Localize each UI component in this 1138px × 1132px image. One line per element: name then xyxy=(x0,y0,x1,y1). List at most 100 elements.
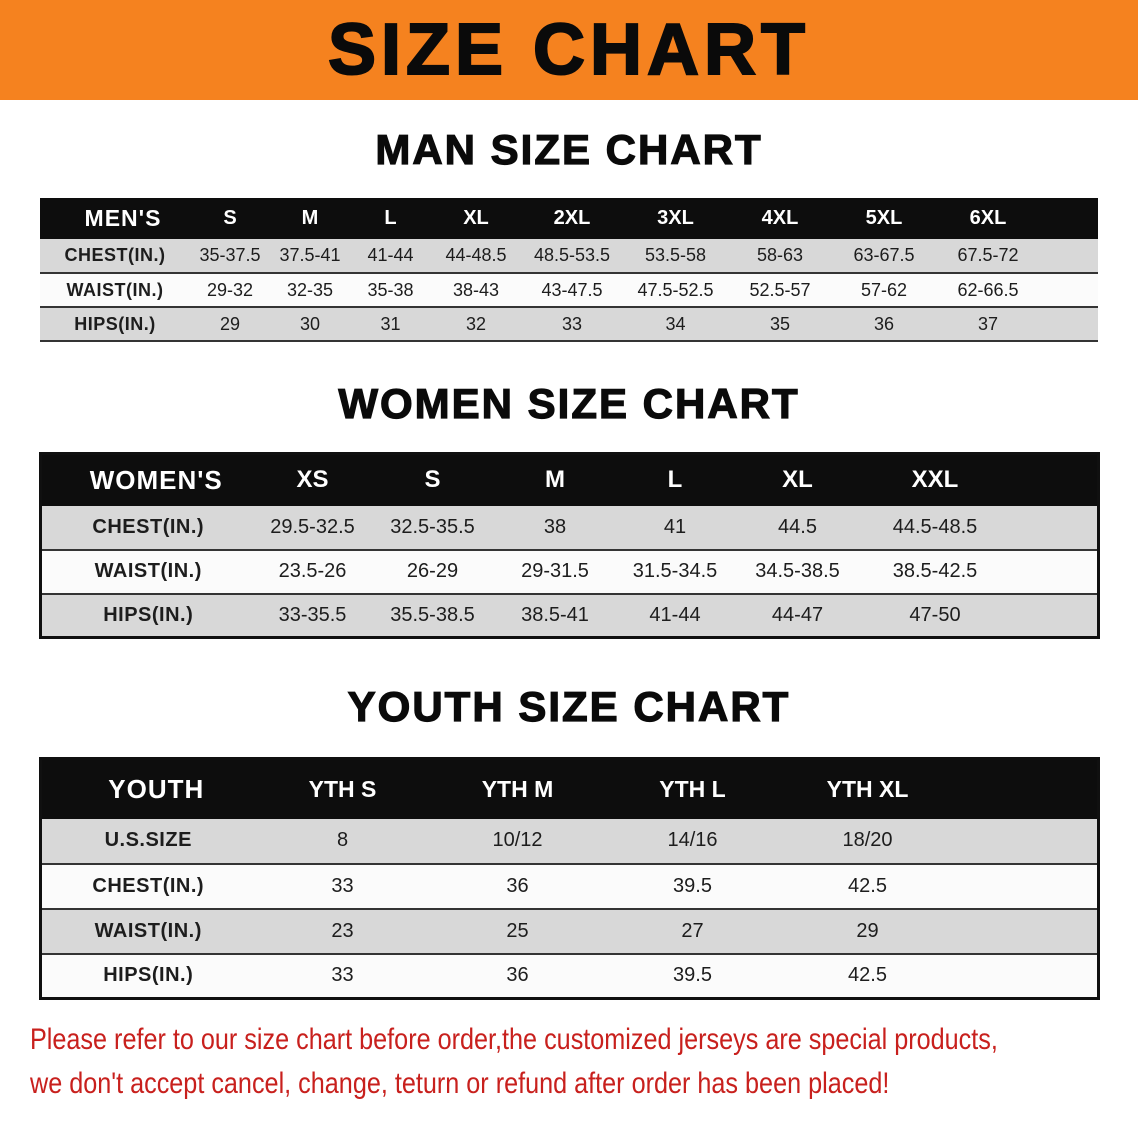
size-value-cell: 34 xyxy=(665,313,686,334)
filler-cell xyxy=(1040,273,1098,307)
size-value-cell: 31.5-34.5 xyxy=(632,560,718,582)
size-header-cell: XL xyxy=(782,466,813,494)
size-value-cell: 42.5 xyxy=(848,874,887,897)
youth-header-row: YOUTH YTH S YTH M YTH L YTH XL xyxy=(40,758,1098,819)
size-value-cell: 35 xyxy=(769,313,791,334)
size-value-cell: 10/12 xyxy=(492,829,543,851)
filler-cell xyxy=(955,759,1098,819)
size-value-cell: 23.5-26 xyxy=(278,560,347,582)
table-row: HIPS(IN.) 29 30 31 32 33 34 35 36 37 xyxy=(40,307,1098,341)
size-header-cell: M xyxy=(301,207,319,229)
size-value-cell: 38 xyxy=(543,515,567,538)
size-value-cell: 32 xyxy=(465,313,487,334)
size-value-cell: 57-62 xyxy=(860,279,908,300)
size-value-cell: 33-35.5 xyxy=(278,603,347,626)
size-value-cell: 36 xyxy=(506,964,529,987)
row-label-cell: HIPS(IN.) xyxy=(103,964,194,987)
size-value-cell: 52.5-57 xyxy=(749,279,811,300)
row-label-cell: CHEST(IN.) xyxy=(92,874,205,897)
size-header-cell: 6XL xyxy=(969,207,1007,229)
size-header-cell: 3XL xyxy=(657,207,694,229)
women-heading: WOMEN SIZE CHART xyxy=(338,379,800,427)
size-value-cell: 34.5-38.5 xyxy=(755,560,840,582)
men-size-table: MEN'S S M L XL 2XL 3XL 4XL 5XL 6XL CHEST… xyxy=(40,198,1098,342)
size-value-cell: 35-38 xyxy=(367,279,414,300)
size-value-cell: 47-50 xyxy=(909,603,961,626)
size-header-cell: XS xyxy=(296,466,329,494)
size-value-cell: 41-44 xyxy=(649,603,701,626)
size-value-cell: 37.5-41 xyxy=(279,245,341,265)
women-size-table: WOMEN'S XS S M L XL XXL CHEST(IN.) 29.5-… xyxy=(38,452,1100,639)
size-value-cell: 25 xyxy=(506,919,529,942)
size-header-cell: YTH M xyxy=(481,775,554,802)
men-heading: MAN SIZE CHART xyxy=(375,125,763,173)
size-header-cell: YTH XL xyxy=(826,775,909,802)
size-value-cell: 67.5-72 xyxy=(957,245,1019,265)
row-label-cell: WAIST(IN.) xyxy=(94,919,202,942)
size-value-cell: 29-31.5 xyxy=(521,560,589,582)
disclaimer: Please refer to our size chart before or… xyxy=(30,1018,1138,1106)
men-header-row: MEN'S S M L XL 2XL 3XL 4XL 5XL 6XL xyxy=(40,198,1098,239)
women-header-row: WOMEN'S XS S M L XL XXL xyxy=(40,453,1098,506)
row-label-cell: CHEST(IN.) xyxy=(92,515,205,538)
size-header-cell: 2XL xyxy=(553,207,591,229)
table-row: WAIST(IN.) 23 25 27 29 xyxy=(40,908,1098,954)
size-value-cell: 23 xyxy=(331,919,354,942)
size-header-cell: YTH S xyxy=(308,775,377,802)
size-value-cell: 62-66.5 xyxy=(957,279,1019,300)
size-value-cell: 29 xyxy=(219,313,241,334)
size-header-cell: XXL xyxy=(911,466,959,494)
filler-cell xyxy=(955,819,1098,864)
table-row: CHEST(IN.) 29.5-32.5 32.5-35.5 38 41 44.… xyxy=(40,505,1098,550)
size-value-cell: 35-37.5 xyxy=(199,245,261,265)
size-value-cell: 26-29 xyxy=(406,560,459,582)
youth-table-title: YOUTH xyxy=(108,773,205,804)
table-row: HIPS(IN.) 33-35.5 35.5-38.5 38.5-41 41-4… xyxy=(40,593,1098,638)
size-value-cell: 33 xyxy=(331,964,354,987)
table-row: U.S.SIZE 8 10/12 14/16 18/20 xyxy=(40,818,1098,864)
page-title: SIZE CHART xyxy=(327,9,810,91)
size-value-cell: 33 xyxy=(561,313,583,334)
filler-cell xyxy=(1010,454,1098,506)
row-label-cell: WAIST(IN.) xyxy=(66,279,164,300)
size-value-cell: 35.5-38.5 xyxy=(390,603,475,626)
women-section: WOMEN SIZE CHART WOMEN'S XS S M L XL XXL… xyxy=(0,379,1138,639)
size-value-cell: 27 xyxy=(681,919,704,942)
men-section: MAN SIZE CHART MEN'S S M L XL 2XL 3XL 4X… xyxy=(0,125,1138,342)
size-value-cell: 44.5 xyxy=(778,515,817,538)
size-value-cell: 38-43 xyxy=(452,279,500,300)
size-value-cell: 38.5-42.5 xyxy=(892,560,978,582)
table-row: CHEST(IN.) 35-37.5 37.5-41 41-44 44-48.5… xyxy=(40,239,1098,273)
size-header-cell: L xyxy=(667,466,683,494)
filler-cell xyxy=(1040,198,1098,239)
size-value-cell: 48.5-53.5 xyxy=(533,245,611,265)
size-header-cell: S xyxy=(223,207,237,229)
size-value-cell: 18/20 xyxy=(842,829,893,851)
size-value-cell: 32.5-35.5 xyxy=(390,515,475,538)
size-value-cell: 41-44 xyxy=(367,245,414,265)
size-value-cell: 8 xyxy=(336,829,349,851)
youth-size-table: YOUTH YTH S YTH M YTH L YTH XL U.S.SIZE … xyxy=(38,757,1100,1000)
filler-cell xyxy=(1010,594,1098,638)
size-value-cell: 36 xyxy=(506,874,529,897)
table-row: HIPS(IN.) 33 36 39.5 42.5 xyxy=(40,953,1098,999)
size-value-cell: 29-32 xyxy=(206,279,254,300)
filler-cell xyxy=(1040,239,1098,273)
youth-section: YOUTH SIZE CHART YOUTH YTH S YTH M YTH L… xyxy=(0,682,1138,1000)
size-value-cell: 38.5-41 xyxy=(521,603,589,626)
size-header-cell: XL xyxy=(463,207,489,229)
size-value-cell: 14/16 xyxy=(667,829,718,851)
filler-cell xyxy=(1010,506,1098,550)
filler-cell xyxy=(955,954,1098,999)
size-value-cell: 33 xyxy=(331,874,354,897)
youth-heading: YOUTH SIZE CHART xyxy=(347,682,791,730)
size-value-cell: 43-47.5 xyxy=(541,279,603,300)
filler-cell xyxy=(1040,307,1098,341)
size-value-cell: 44-47 xyxy=(771,603,824,626)
row-label-cell: CHEST(IN.) xyxy=(64,245,166,265)
size-header-cell: 5XL xyxy=(865,207,903,229)
size-value-cell: 32-35 xyxy=(286,279,334,300)
filler-cell xyxy=(955,909,1098,954)
table-row: WAIST(IN.) 29-32 32-35 35-38 38-43 43-47… xyxy=(40,273,1098,307)
size-value-cell: 44-48.5 xyxy=(445,245,507,265)
